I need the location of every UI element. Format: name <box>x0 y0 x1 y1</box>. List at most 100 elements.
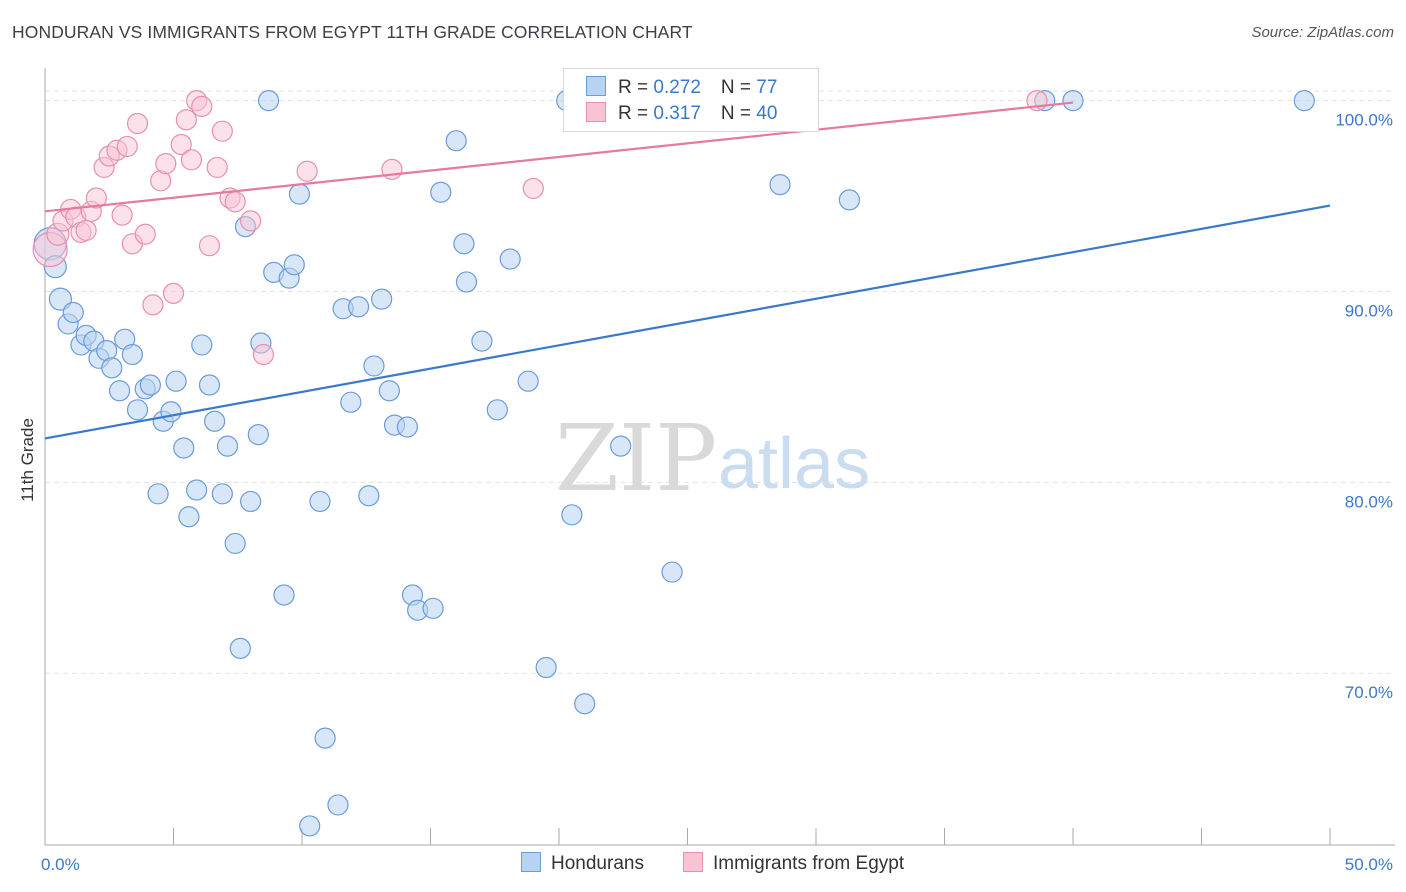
point-egypt <box>142 294 164 316</box>
legend-item-hondurans: Hondurans <box>521 852 644 875</box>
legend-label-egypt: Immigrants from Egypt <box>713 853 905 874</box>
point-honduran <box>535 656 557 679</box>
x-tick-label-min: 0.0% <box>41 855 80 874</box>
watermark: ZIP atlas <box>555 405 870 512</box>
legend-swatch-pink <box>586 102 606 122</box>
point-honduran <box>358 485 380 507</box>
legend-n-value: 77 <box>756 77 778 98</box>
point-honduran <box>101 357 123 379</box>
point-honduran <box>299 815 321 837</box>
point-honduran <box>198 374 221 396</box>
x-tick-label-max: 50.0% <box>1345 855 1393 874</box>
watermark-atlas: atlas <box>718 424 870 504</box>
legend-row-hondurans: R = 0.272 N = 77 <box>586 76 777 100</box>
trend-line-hondurans <box>44 204 1331 440</box>
point-egypt <box>126 112 149 135</box>
y-tick-label: 70.0% <box>1345 683 1393 702</box>
source-label: Source: ZipAtlas.com <box>1251 24 1394 41</box>
y-axis-label: 11th Grade <box>18 418 37 502</box>
point-egypt <box>211 120 233 142</box>
chart-title: HONDURAN VS IMMIGRANTS FROM EGYPT 11TH G… <box>12 22 693 42</box>
point-honduran <box>229 637 251 660</box>
grid-lines <box>45 90 1395 674</box>
point-honduran <box>62 301 84 324</box>
point-honduran <box>327 794 349 816</box>
point-honduran <box>1293 90 1315 112</box>
point-egypt <box>175 109 197 131</box>
point-honduran <box>240 490 262 513</box>
point-honduran <box>126 399 149 421</box>
point-honduran <box>610 435 632 457</box>
trend-lines <box>44 101 1331 440</box>
point-honduran <box>178 506 200 528</box>
point-honduran <box>186 479 208 501</box>
legend-swatch-blue <box>586 76 606 96</box>
point-egypt <box>85 187 108 209</box>
point-honduran <box>165 370 187 392</box>
point-honduran <box>273 584 295 606</box>
legend-r-label: R = <box>618 77 654 98</box>
tick-labels: 70.0% 80.0% 90.0% 100.0% 0.0% 50.0% <box>41 111 1393 874</box>
point-honduran <box>288 183 311 205</box>
y-tick-label: 100.0% <box>1335 111 1393 130</box>
legend-n-label: N = <box>720 77 757 98</box>
point-honduran <box>173 437 195 459</box>
point-egypt <box>296 160 318 182</box>
point-egypt <box>198 235 221 257</box>
point-honduran <box>430 181 452 203</box>
trend-line-egypt <box>44 101 1074 213</box>
point-honduran <box>216 435 239 457</box>
point-honduran <box>48 287 73 311</box>
point-honduran <box>396 416 418 438</box>
point-honduran <box>486 399 508 421</box>
point-honduran <box>191 334 213 356</box>
point-honduran <box>455 271 478 293</box>
point-honduran <box>211 483 233 505</box>
point-honduran <box>309 490 331 513</box>
point-egypt <box>252 343 275 366</box>
point-honduran <box>347 296 370 318</box>
legend-item-egypt: Immigrants from Egypt <box>683 852 904 875</box>
point-honduran <box>838 189 861 211</box>
point-egypt <box>116 135 138 158</box>
point-egypt <box>75 219 97 242</box>
point-honduran <box>574 693 596 715</box>
point-egypt <box>240 210 262 232</box>
point-egypt <box>206 156 228 179</box>
series-egypt <box>32 90 1048 366</box>
point-honduran <box>247 424 269 446</box>
legend-r-value: 0.272 <box>653 77 701 98</box>
point-egypt <box>162 282 185 305</box>
point-honduran <box>769 174 791 196</box>
point-honduran <box>147 483 169 505</box>
point-honduran <box>422 597 444 619</box>
legend-n-value: 40 <box>756 103 778 124</box>
point-honduran <box>378 380 400 402</box>
point-honduran <box>363 355 385 377</box>
legend-swatch-pink <box>683 852 703 872</box>
point-honduran <box>499 248 521 270</box>
legend-swatch-blue <box>521 852 541 872</box>
point-egypt <box>191 95 213 117</box>
watermark-zip: ZIP <box>555 405 717 512</box>
point-honduran <box>471 330 493 352</box>
point-honduran <box>561 504 583 526</box>
legend-label-hondurans: Hondurans <box>551 853 644 874</box>
point-egypt <box>224 191 246 213</box>
point-honduran <box>283 254 305 276</box>
point-egypt <box>170 133 192 156</box>
y-tick-label: 90.0% <box>1345 301 1393 320</box>
legend-r-label: R = <box>618 103 654 124</box>
point-honduran <box>661 561 683 583</box>
point-honduran <box>1062 90 1084 112</box>
point-egypt <box>180 149 203 171</box>
point-honduran <box>445 130 467 152</box>
point-egypt <box>111 204 133 226</box>
legend-n-label: N = <box>720 103 757 124</box>
point-honduran <box>340 391 362 413</box>
point-egypt <box>522 177 544 200</box>
point-honduran <box>204 410 226 432</box>
point-honduran <box>314 727 336 749</box>
point-honduran <box>224 532 246 555</box>
point-honduran <box>453 233 475 255</box>
